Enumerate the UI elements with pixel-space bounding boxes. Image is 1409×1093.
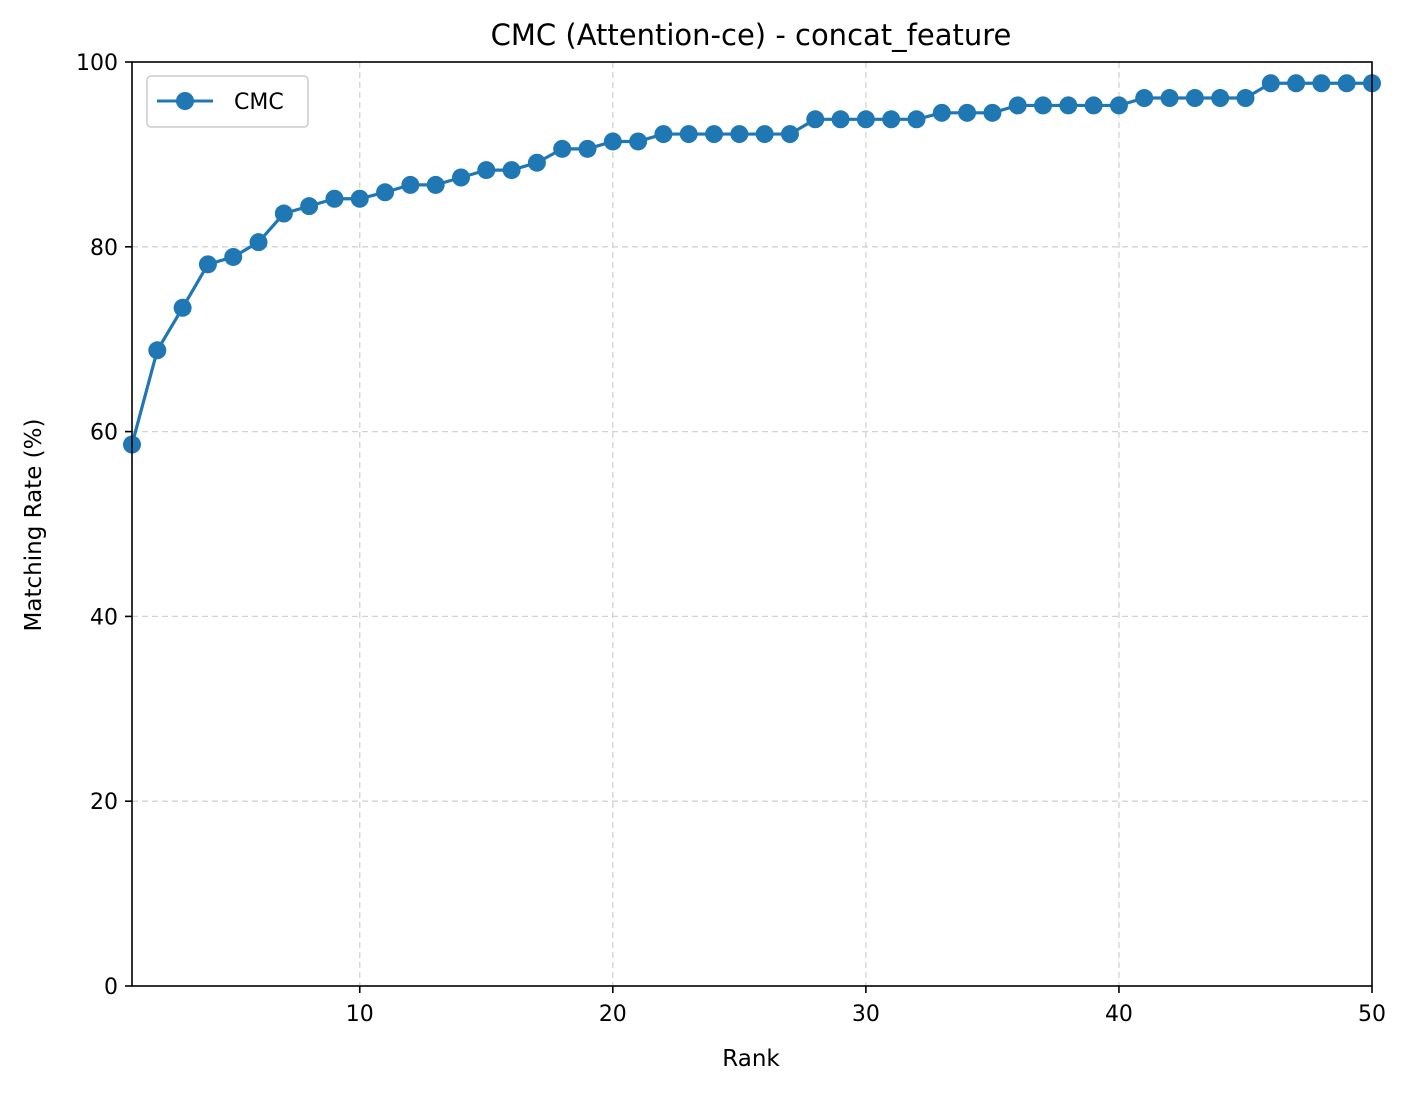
data-point	[1211, 89, 1230, 108]
data-point	[831, 110, 850, 129]
data-point	[730, 125, 749, 144]
data-point	[856, 110, 875, 129]
data-point	[300, 197, 319, 216]
data-point	[198, 255, 217, 274]
y-axis-label: Matching Rate (%)	[21, 419, 47, 632]
data-point	[578, 139, 597, 158]
data-point	[932, 103, 951, 122]
data-point	[553, 139, 572, 158]
legend: CMC	[146, 75, 309, 128]
y-tick-label: 60	[90, 421, 118, 446]
y-tick-label: 80	[90, 236, 118, 261]
x-tick-label: 40	[1105, 1002, 1133, 1027]
legend-box	[146, 75, 309, 128]
series-layer	[123, 74, 1381, 454]
data-point	[274, 204, 293, 223]
chart-title: CMC (Attention-ce) - concat_feature	[491, 18, 1012, 52]
data-point	[1261, 74, 1280, 93]
data-point	[1337, 74, 1356, 93]
data-point	[376, 183, 395, 202]
data-point	[451, 168, 470, 187]
data-point	[350, 189, 369, 208]
data-point	[1034, 96, 1053, 115]
data-point	[1236, 89, 1255, 108]
data-point	[958, 103, 977, 122]
data-point	[1084, 96, 1103, 115]
data-point	[1160, 89, 1179, 108]
data-point	[806, 110, 825, 129]
data-point	[249, 233, 268, 252]
axes	[125, 61, 1373, 993]
data-point	[629, 132, 648, 151]
data-point	[1312, 74, 1331, 93]
legend-marker	[176, 92, 194, 110]
x-tick-label: 10	[346, 1002, 374, 1027]
y-tick-label: 0	[104, 975, 118, 1000]
data-point	[1008, 96, 1027, 115]
data-point	[426, 175, 445, 194]
data-point	[148, 341, 167, 360]
data-point	[1185, 89, 1204, 108]
tick-labels: 10 20 30 40 50 0 20 40 60 80 100	[76, 51, 1386, 1027]
data-point	[527, 153, 546, 172]
data-point	[603, 132, 622, 151]
y-tick-label: 100	[76, 51, 118, 76]
legend-label: CMC	[234, 90, 284, 115]
data-point	[401, 175, 420, 194]
data-point	[477, 161, 496, 180]
data-point	[679, 125, 698, 144]
data-point	[882, 110, 901, 129]
data-point	[780, 125, 799, 144]
x-axis-label: Rank	[722, 1046, 780, 1072]
x-tick-label: 50	[1358, 1002, 1386, 1027]
data-point	[173, 298, 192, 317]
data-point	[1287, 74, 1306, 93]
grid-lines	[132, 62, 1372, 986]
data-point	[654, 125, 673, 144]
data-point	[983, 103, 1002, 122]
data-point	[705, 125, 724, 144]
data-point	[502, 161, 521, 180]
data-point	[907, 110, 926, 129]
x-tick-label: 30	[852, 1002, 880, 1027]
data-point	[755, 125, 774, 144]
data-point	[325, 189, 344, 208]
data-point	[1135, 89, 1154, 108]
plot-frame	[131, 61, 1373, 987]
data-point	[1109, 96, 1128, 115]
data-point	[224, 247, 243, 266]
data-point	[1059, 96, 1078, 115]
y-tick-label: 20	[90, 790, 118, 815]
y-tick-label: 40	[90, 605, 118, 630]
x-tick-label: 20	[599, 1002, 627, 1027]
